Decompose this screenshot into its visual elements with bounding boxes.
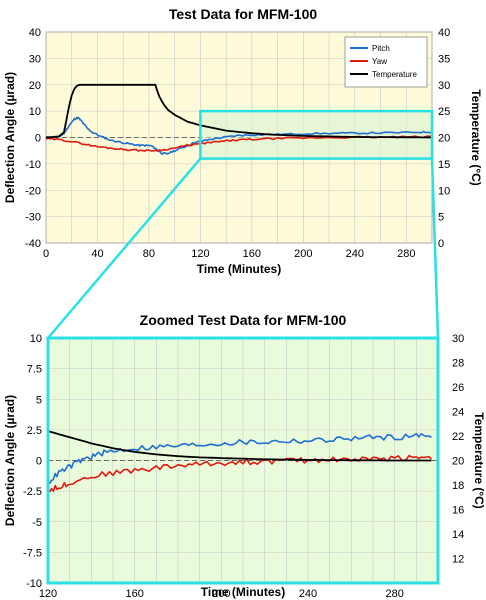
bottom-y2-tick-label: 28: [452, 358, 464, 370]
bottom-x-tick-label: 240: [299, 588, 317, 600]
top-y2-tick-label: 20: [438, 133, 450, 145]
bottom-y2-tick-label: 22: [452, 431, 464, 443]
legend-label-temperature: Temperature: [372, 70, 417, 79]
top-zoom-fill: [200, 111, 432, 159]
top-series-yaw: [45, 135, 433, 152]
top-y2-tick-label: 10: [438, 185, 450, 197]
top-x-tick-label: 0: [43, 248, 49, 260]
bottom-chart-title: Zoomed Test Data for MFM-100: [140, 312, 347, 328]
top-x-tick-label: 80: [143, 248, 155, 260]
bottom-y2-tick-label: 30: [452, 333, 464, 345]
top-y-tick-label: 30: [29, 53, 41, 65]
legend-box: [344, 36, 428, 88]
bottom-x-tick-label: 160: [125, 588, 143, 600]
bottom-series-pitch: [47, 432, 432, 484]
bottom-y-tick-label: 5: [36, 394, 42, 406]
top-y-tick-label: 20: [29, 80, 41, 92]
top-x-axis-label: Time (Minutes): [197, 262, 281, 276]
bottom-y-tick-label: 0: [36, 456, 42, 468]
top-y-tick-label: 0: [35, 133, 41, 145]
bottom-y-tick-label: -10: [26, 578, 42, 590]
top-x-tick-label: 200: [294, 248, 312, 260]
bottom-y2-tick-label: 20: [452, 456, 464, 468]
top-y2-tick-label: 15: [438, 159, 450, 171]
legend-label-pitch: Pitch: [372, 44, 390, 53]
bottom-y2-tick-label: 26: [452, 382, 464, 394]
top-series-pitch: [45, 116, 433, 155]
bottom-y-tick-label: 2.5: [27, 425, 42, 437]
top-y2-tick-label: 25: [438, 106, 450, 118]
top-chart: 0 40 80 120 160 200 240 280403020100-10-20-30-4…: [3, 6, 483, 276]
top-legend: Pitch Yaw Temperature: [344, 36, 428, 88]
bottom-y-tick-label: 7.5: [27, 364, 42, 376]
bottom-y-tick-label: -7.5: [23, 547, 42, 559]
top-y-tick-label: -40: [25, 238, 41, 250]
top-y2-tick-label: 40: [438, 27, 450, 39]
top-y-tick-label: 10: [29, 106, 41, 118]
top-series-temperature: [45, 83, 433, 139]
top-y2-tick-label: 30: [438, 80, 450, 92]
top-zoom-rect: [199, 109, 434, 160]
zoom-connector-right: [430, 158, 440, 339]
bottom-y2-axis-label: Temperature (°C): [472, 412, 486, 509]
top-y2-axis-label: Temperature (°C): [469, 89, 483, 186]
top-chart-title: Test Data for MFM-100: [169, 6, 318, 22]
top-x-tick-label: 40: [91, 248, 103, 260]
top-x-tick-label: 160: [243, 248, 261, 260]
bottom-plot-frame: [46, 336, 440, 585]
top-y-tick-label: -10: [25, 159, 41, 171]
bottom-y2-tick-label: 12: [452, 554, 464, 566]
bottom-y2-tick-label: 24: [452, 407, 464, 419]
bottom-y-tick-label: 10: [30, 333, 42, 345]
top-y2-tick-label: 0: [438, 238, 444, 250]
bottom-y-tick-label: -2.5: [23, 486, 42, 498]
bottom-y-axis-label: Deflection Angle (µrad): [3, 395, 17, 526]
top-y2-tick-label: 5: [438, 212, 444, 224]
top-y-tick-label: -30: [25, 212, 41, 224]
legend-label-yaw: Yaw: [372, 57, 387, 66]
bottom-x-axis-label: Time (Minutes): [201, 585, 285, 599]
top-x-tick-label: 120: [191, 248, 209, 260]
bottom-x-tick-label: 120: [39, 588, 57, 600]
bottom-y2-tick-label: 14: [452, 529, 464, 541]
zoom-connector-left: [47, 157, 202, 339]
top-x-tick-label: 280: [397, 248, 415, 260]
top-y-tick-label: 40: [29, 27, 41, 39]
top-y2-tick-label: 35: [438, 53, 450, 65]
bottom-series-temperature: [47, 430, 432, 462]
bottom-y2-tick-label: 18: [452, 480, 464, 492]
top-x-tick-label: 240: [346, 248, 364, 260]
bottom-y-tick-label: -5: [32, 517, 42, 529]
top-y-tick-label: -20: [25, 185, 41, 197]
bottom-x-tick-label: 200: [212, 588, 230, 600]
bottom-x-tick-label: 280: [385, 588, 403, 600]
bottom-y2-tick-label: 16: [452, 505, 464, 517]
top-y-axis-label: Deflection Angle (µrad): [3, 72, 17, 203]
bottom-chart: 120 160 200 240 280 10 7.5 5 2.5 0 -2.5 -5 -7.5 -10 30…: [3, 312, 486, 600]
